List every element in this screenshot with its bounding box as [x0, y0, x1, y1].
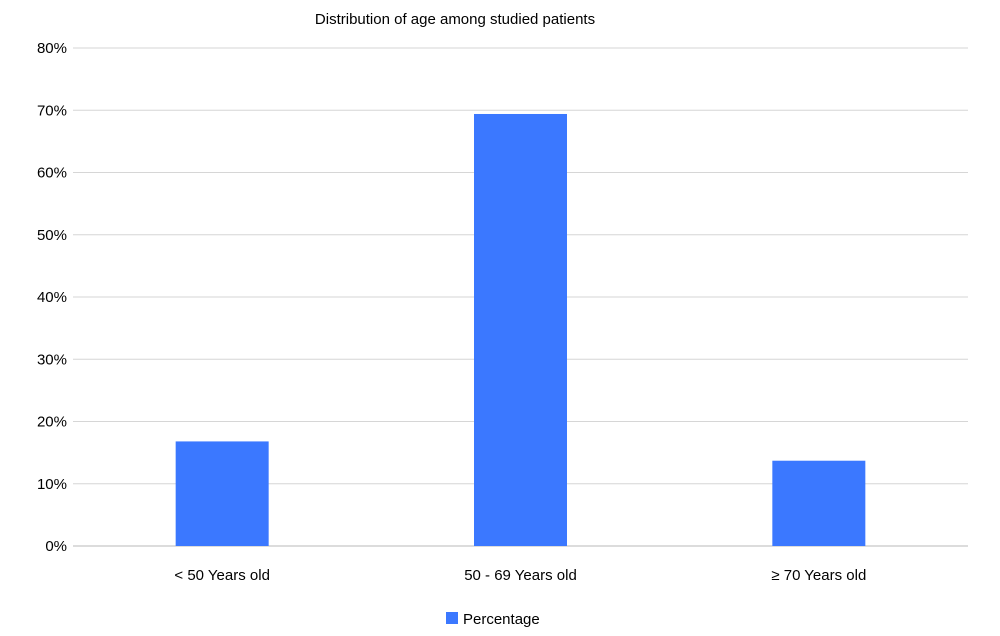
legend-swatch — [446, 612, 458, 624]
y-tick-label: 60% — [37, 165, 67, 182]
bars — [175, 113, 866, 547]
y-axis-tick-labels: 0% 10% 20% 30% 40% 50% 60% 70% 80% — [37, 40, 67, 555]
y-tick-label: 70% — [37, 102, 67, 119]
x-axis-category-labels: < 50 Years old 50 - 69 Years old ≥ 70 Year… — [174, 567, 866, 584]
y-tick-label: 50% — [37, 227, 67, 244]
y-tick-label: 0% — [45, 538, 67, 555]
y-tick-label: 20% — [37, 414, 67, 431]
legend: Percentage — [446, 611, 540, 628]
y-tick-label: 10% — [37, 476, 67, 493]
bar — [474, 113, 567, 547]
legend-label: Percentage — [463, 611, 540, 628]
y-tick-label: 80% — [37, 40, 67, 57]
y-tick-label: 30% — [37, 351, 67, 368]
bar — [772, 460, 866, 546]
x-category-label: ≥ 70 Years old — [771, 567, 866, 584]
y-tick-label: 40% — [37, 289, 67, 306]
x-category-label: 50 - 69 Years old — [464, 567, 577, 584]
chart-title: Distribution of age among studied patien… — [315, 11, 595, 28]
bar — [175, 441, 269, 546]
x-category-label: < 50 Years old — [174, 567, 270, 584]
